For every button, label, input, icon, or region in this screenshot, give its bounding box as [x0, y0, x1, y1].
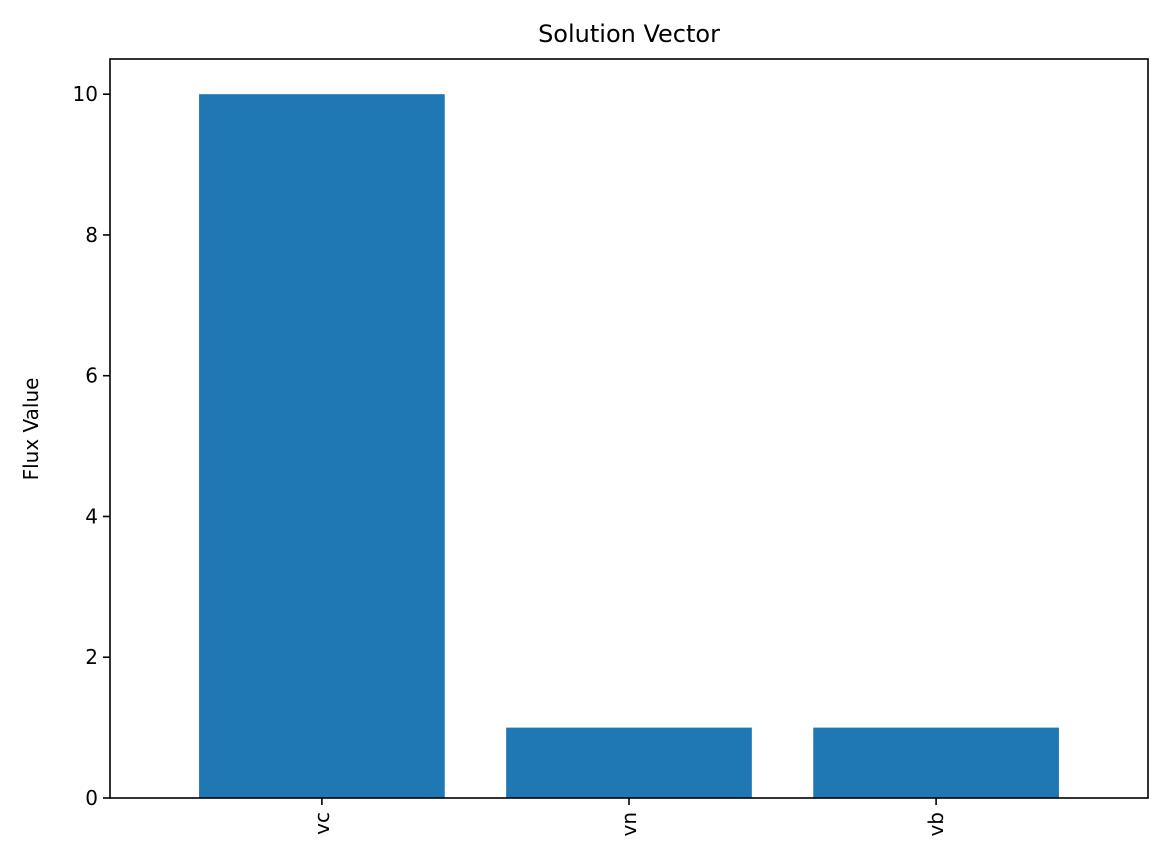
bars-group	[199, 94, 1059, 798]
x-tick-label: vn	[617, 812, 641, 837]
y-tick-label: 10	[73, 82, 98, 106]
x-tick-label: vb	[924, 812, 948, 837]
x-tick-label: vc	[310, 812, 334, 835]
y-tick-label: 6	[85, 364, 98, 388]
y-tick-label: 2	[85, 645, 98, 669]
bar-vb	[813, 727, 1059, 798]
chart-title: Solution Vector	[538, 20, 720, 48]
y-tick-label: 0	[85, 786, 98, 810]
y-ticks-group: 0 2 4 6 8 10	[73, 82, 110, 810]
bar-vc	[199, 94, 445, 798]
x-ticks-group: vc vn vb	[310, 798, 948, 837]
plot-frame	[109, 58, 1149, 799]
y-axis-label: Flux Value	[19, 378, 43, 481]
bar-vn	[506, 727, 752, 798]
y-tick-label: 4	[85, 504, 98, 528]
y-tick-label: 8	[85, 223, 98, 247]
